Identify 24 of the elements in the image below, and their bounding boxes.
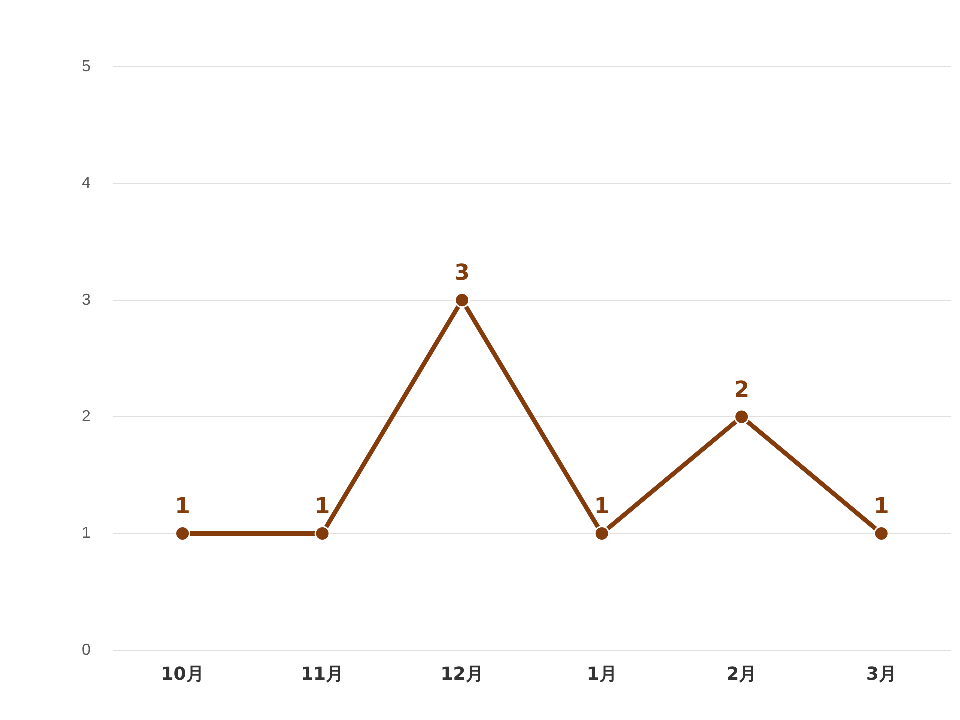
point (454, 292, 470, 308)
x-tick-label: 10月 (161, 664, 204, 685)
data-label: 3 (454, 261, 470, 286)
y-tick-label: 2 (82, 408, 91, 426)
y-tick-label: 4 (82, 175, 91, 192)
point (734, 409, 750, 425)
x-tick-label: 2月 (726, 664, 758, 685)
point (874, 526, 890, 542)
x-tick-label: 1月 (586, 664, 618, 685)
data-label: 1 (175, 494, 190, 520)
data-label: 1 (594, 494, 610, 520)
y-tick-label: 0 (82, 642, 91, 659)
point (314, 526, 330, 542)
x-tick-label: 11月 (301, 664, 344, 685)
y-tick-label: 1 (82, 525, 91, 542)
data-label: 1 (314, 494, 330, 520)
point (175, 526, 191, 542)
point (594, 526, 610, 542)
x-tick-label: 3月 (866, 664, 897, 685)
data-label: 2 (734, 378, 750, 403)
x-tick-label: 12月 (440, 664, 484, 685)
y-tick-label: 5 (82, 58, 91, 76)
y-tick-label: 3 (82, 292, 91, 309)
data-label: 1 (874, 494, 890, 520)
